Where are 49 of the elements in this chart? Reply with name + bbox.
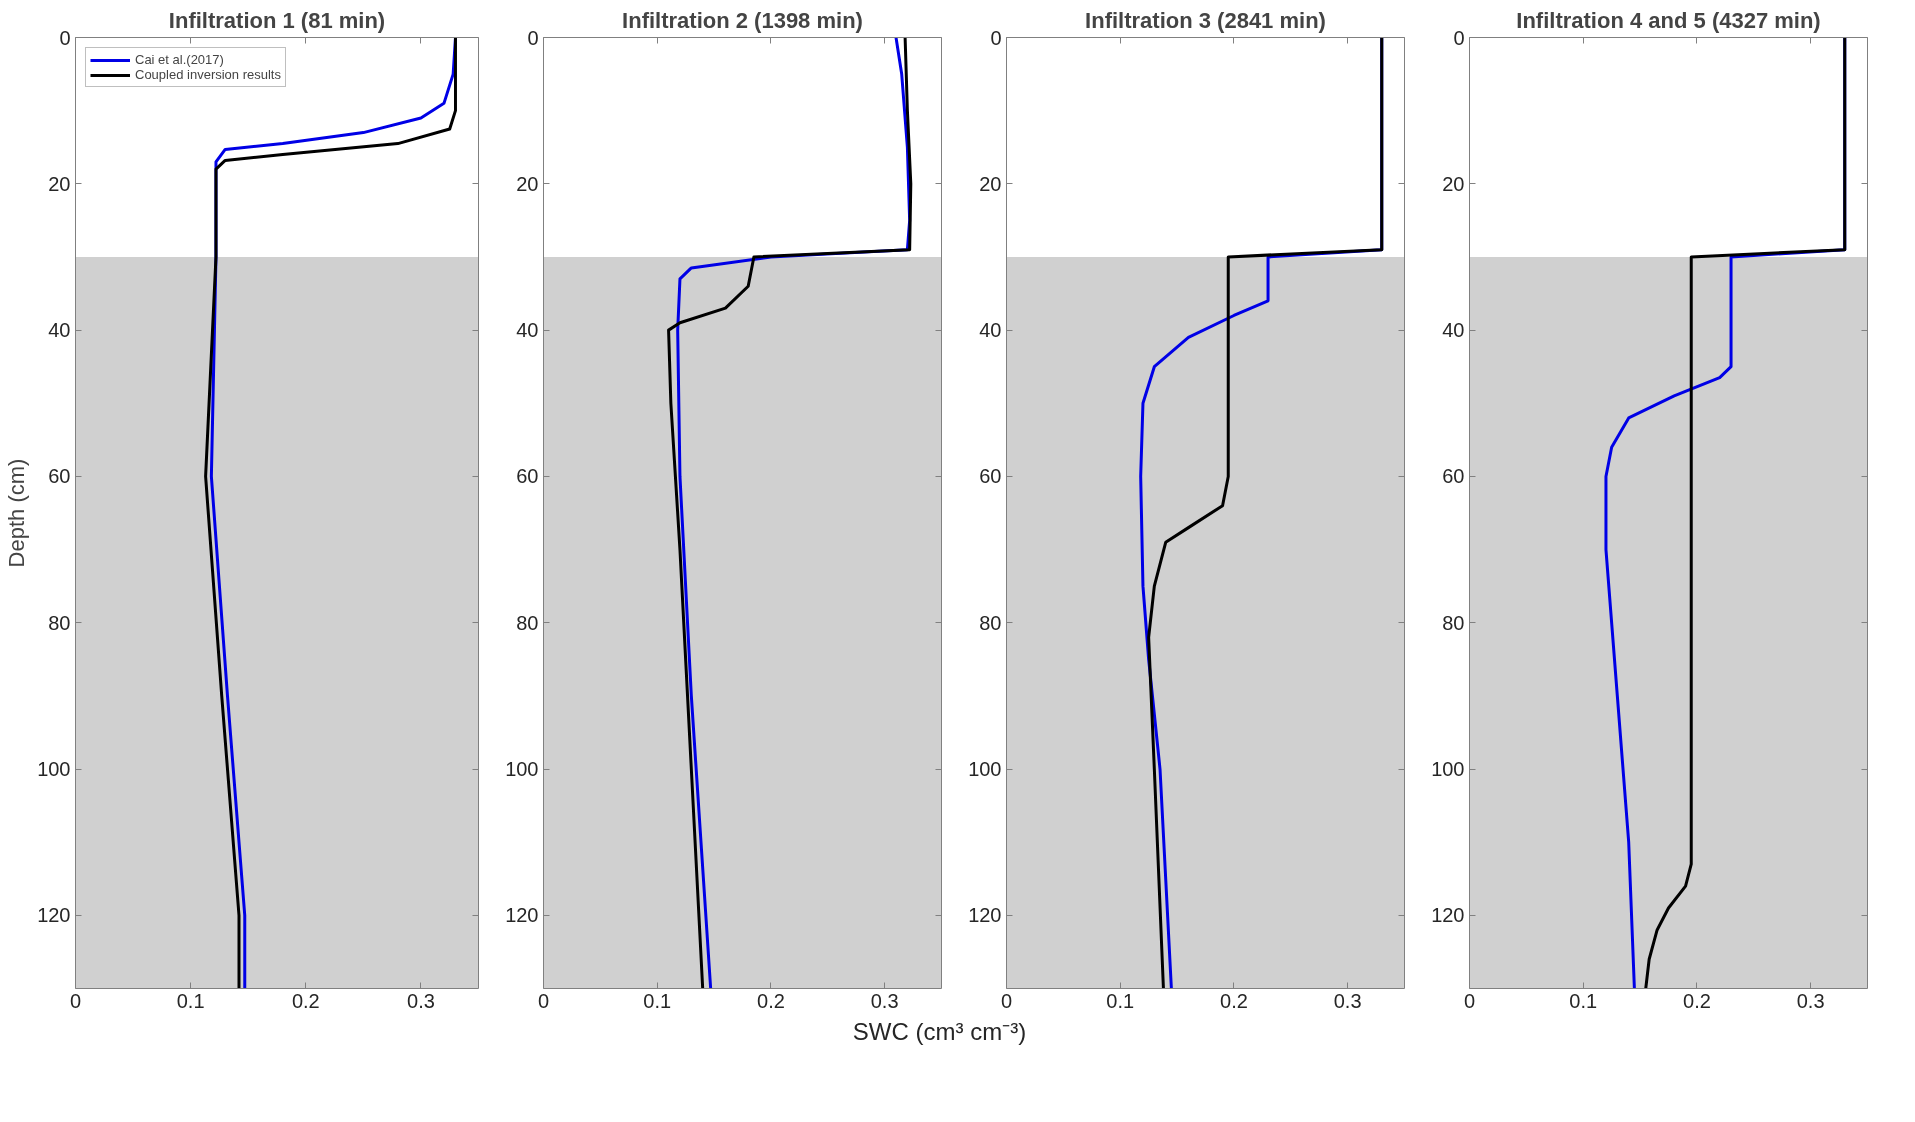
y-tick-label: 120 <box>37 904 71 927</box>
x-tick-label: 0.3 <box>407 989 435 1012</box>
y-tick-label: 80 <box>1442 611 1465 634</box>
y-tick-label: 100 <box>505 758 539 781</box>
y-axis-title: Depth (cm) <box>4 458 30 568</box>
x-tick-label: 0.1 <box>643 989 672 1012</box>
x-tick-label: 0.2 <box>1220 989 1248 1012</box>
y-tick-label: 0 <box>1453 26 1465 49</box>
y-tick-label: 40 <box>979 319 1002 342</box>
y-tick-label: 0 <box>527 26 539 49</box>
y-tick-label: 120 <box>1431 904 1465 927</box>
legend-label: Coupled inversion results <box>135 67 281 82</box>
y-tick-label: 60 <box>48 465 71 488</box>
x-tick-label: 0.2 <box>1683 989 1711 1012</box>
y-tick-label: 80 <box>48 611 71 634</box>
chart-title: Infiltration 2 (1398 min) <box>622 7 863 33</box>
y-tick-label: 20 <box>516 172 539 195</box>
legend-label: Cai et al.(2017) <box>135 52 224 67</box>
line-series <box>1644 37 1847 989</box>
y-tick-label: 60 <box>1442 465 1465 488</box>
y-tick-label: 40 <box>516 319 539 342</box>
x-tick-label: 0.1 <box>1106 989 1135 1012</box>
x-tick-label: 0.3 <box>1333 989 1362 1012</box>
y-tick-label: 100 <box>37 758 71 781</box>
x-tick-label: 0.3 <box>870 989 899 1012</box>
y-tick-label: 20 <box>48 172 71 195</box>
y-tick-label: 20 <box>1442 172 1465 195</box>
x-axis-title: SWC (cm³ cm⁻³) <box>852 1017 1027 1047</box>
y-tick-label: 80 <box>516 611 539 634</box>
y-tick-label: 120 <box>968 904 1002 927</box>
y-tick-label: 40 <box>48 319 71 342</box>
x-tick-label: 0.3 <box>1796 989 1825 1012</box>
chart-title: Infiltration 1 (81 min) <box>168 7 386 33</box>
x-tick-label: 0.1 <box>176 989 205 1012</box>
y-tick-label: 120 <box>505 904 539 927</box>
y-tick-label: 0 <box>59 26 71 49</box>
y-tick-label: 60 <box>979 465 1002 488</box>
y-tick-label: 0 <box>990 26 1002 49</box>
x-tick-label: 0.2 <box>757 989 785 1012</box>
y-tick-label: 100 <box>968 758 1002 781</box>
y-tick-label: 100 <box>1431 758 1465 781</box>
chart-title: Infiltration 3 (2841 min) <box>1085 7 1326 33</box>
y-tick-label: 60 <box>516 465 539 488</box>
x-tick-label: 0.2 <box>291 989 320 1012</box>
chart-title: Infiltration 4 and 5 (4327 min) <box>1516 7 1821 33</box>
y-tick-label: 20 <box>979 172 1002 195</box>
y-tick-label: 80 <box>979 611 1002 634</box>
y-tick-label: 40 <box>1442 319 1465 342</box>
x-tick-label: 0.1 <box>1569 989 1598 1012</box>
